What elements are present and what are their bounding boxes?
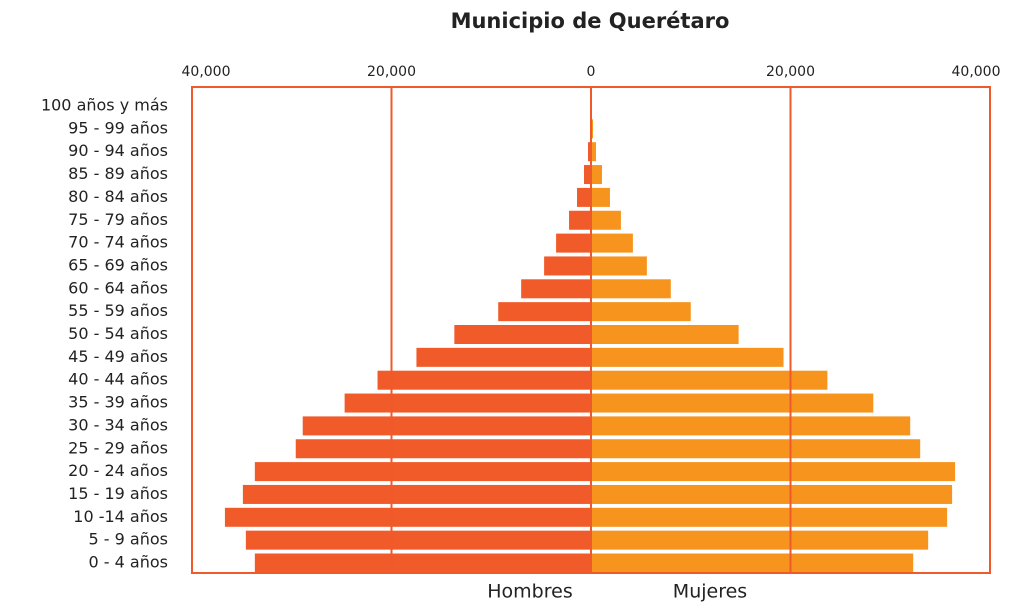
bar	[591, 210, 621, 230]
bar	[224, 507, 592, 527]
y-tick-label: 40 - 44 años	[68, 370, 168, 389]
bar	[254, 462, 591, 482]
x-tick-label: 40,000	[182, 64, 231, 80]
bar	[591, 325, 739, 344]
bar	[344, 393, 591, 413]
y-tick-label: 25 - 29 años	[68, 438, 168, 457]
y-tick-label: 15 - 19 años	[68, 484, 168, 503]
bar	[521, 279, 591, 299]
bar	[591, 393, 874, 413]
bar	[591, 530, 929, 550]
x-tick-label: 20,000	[766, 64, 815, 80]
y-tick-label: 60 - 64 años	[68, 278, 168, 297]
y-tick-label: 50 - 54 años	[68, 324, 168, 343]
bar	[591, 279, 671, 299]
bar	[377, 370, 591, 390]
bar	[584, 165, 591, 185]
y-tick-label: 80 - 84 años	[68, 187, 168, 206]
bar	[295, 439, 591, 459]
x-tick-label: 0	[587, 64, 596, 80]
bar	[577, 187, 591, 207]
bar	[254, 553, 591, 573]
bar	[591, 484, 953, 504]
x-tick-label: 20,000	[367, 64, 416, 80]
bar	[591, 187, 610, 207]
y-tick-label: 35 - 39 años	[68, 393, 168, 412]
bar	[591, 553, 914, 573]
y-tick-label: 30 - 34 años	[68, 415, 168, 434]
bar	[591, 439, 921, 459]
bar	[591, 462, 956, 482]
y-tick-label: 85 - 89 años	[68, 164, 168, 183]
y-tick-label: 65 - 69 años	[68, 255, 168, 274]
y-tick-label: 55 - 59 años	[68, 301, 168, 320]
bar	[569, 210, 591, 230]
bar	[242, 484, 591, 504]
y-tick-label: 70 - 74 años	[68, 233, 168, 252]
bar	[591, 507, 948, 527]
bar	[416, 347, 591, 367]
bar	[245, 530, 592, 550]
bar	[591, 165, 602, 185]
bar	[591, 142, 596, 162]
bar	[591, 256, 647, 276]
y-tick-label: 90 - 94 años	[68, 141, 168, 160]
bar	[588, 142, 591, 162]
y-tick-label: 5 - 9 años	[89, 530, 168, 549]
bar	[591, 302, 691, 322]
chart-title: Municipio de Querétaro	[451, 9, 730, 33]
y-tick-label: 75 - 79 años	[68, 210, 168, 229]
legend-label: Hombres	[487, 581, 572, 603]
y-tick-label: 95 - 99 años	[68, 118, 168, 137]
bar	[591, 347, 784, 367]
legend-label: Mujeres	[673, 581, 747, 603]
bar	[498, 302, 591, 322]
bar	[591, 370, 828, 390]
y-tick-label: 100 años y más	[41, 96, 168, 115]
x-tick-label: 40,000	[952, 64, 1001, 80]
y-tick-label: 10 -14 años	[73, 507, 168, 526]
bar	[591, 416, 911, 436]
bar	[556, 233, 591, 253]
y-tick-label: 0 - 4 años	[89, 553, 168, 572]
bar	[544, 256, 591, 276]
bar	[591, 233, 633, 253]
plot-frame	[191, 86, 991, 574]
y-tick-label: 45 - 49 años	[68, 347, 168, 366]
bar	[454, 325, 591, 344]
y-tick-label: 20 - 24 años	[68, 461, 168, 480]
bar	[302, 416, 591, 436]
